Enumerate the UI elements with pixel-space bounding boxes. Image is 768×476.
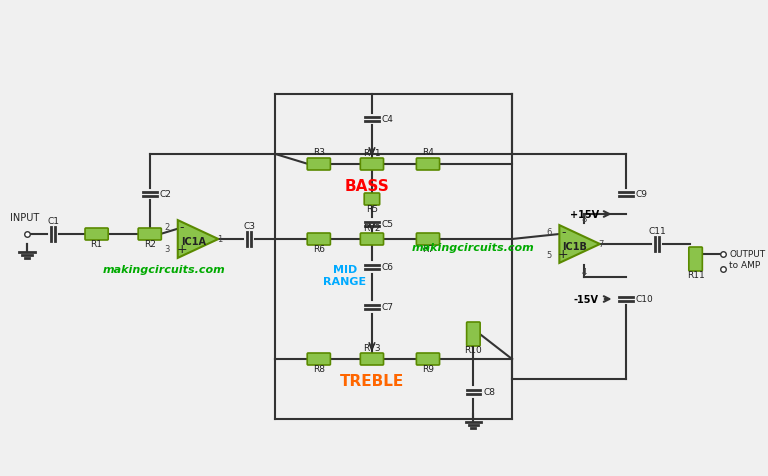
Text: R2: R2 (144, 239, 156, 248)
Text: R9: R9 (422, 364, 434, 373)
Text: +: + (558, 248, 568, 261)
Text: TREBLE: TREBLE (339, 374, 404, 389)
Text: R10: R10 (465, 345, 482, 354)
Text: 3: 3 (164, 245, 170, 254)
Text: makingcircuits.com: makingcircuits.com (412, 242, 535, 252)
Text: 7: 7 (598, 240, 604, 249)
Text: C3: C3 (243, 221, 255, 230)
FancyBboxPatch shape (416, 353, 439, 365)
FancyBboxPatch shape (416, 159, 439, 170)
Text: R8: R8 (313, 364, 325, 373)
FancyBboxPatch shape (364, 194, 379, 206)
Text: R6: R6 (313, 245, 325, 253)
Text: C6: C6 (382, 263, 394, 272)
Text: R5: R5 (366, 205, 378, 214)
Text: -: - (180, 221, 184, 234)
Text: BASS: BASS (345, 179, 389, 194)
Text: RV2: RV2 (363, 224, 381, 232)
Text: C8: C8 (483, 387, 495, 397)
Text: R4: R4 (422, 148, 434, 157)
Text: IC1A: IC1A (180, 237, 206, 247)
Text: C9: C9 (636, 190, 647, 199)
FancyBboxPatch shape (689, 248, 703, 271)
FancyBboxPatch shape (307, 234, 330, 246)
Text: C2: C2 (160, 190, 171, 199)
FancyBboxPatch shape (85, 228, 108, 240)
Polygon shape (177, 221, 218, 258)
Text: C7: C7 (382, 303, 394, 312)
Text: 1: 1 (217, 235, 222, 244)
Text: INPUT: INPUT (11, 213, 40, 223)
Text: R11: R11 (687, 270, 704, 279)
Text: RV3: RV3 (363, 343, 381, 352)
Text: 2: 2 (164, 223, 170, 232)
Text: C5: C5 (382, 220, 394, 229)
FancyBboxPatch shape (138, 228, 161, 240)
FancyBboxPatch shape (307, 353, 330, 365)
FancyBboxPatch shape (416, 234, 439, 246)
FancyBboxPatch shape (360, 234, 383, 246)
Polygon shape (559, 226, 600, 263)
Text: C1: C1 (47, 217, 59, 226)
Text: IC1B: IC1B (562, 241, 588, 251)
FancyBboxPatch shape (360, 353, 383, 365)
Text: C4: C4 (382, 115, 393, 124)
Text: 4: 4 (582, 268, 587, 277)
Text: R3: R3 (313, 148, 325, 157)
Text: MID
RANGE: MID RANGE (323, 265, 366, 286)
FancyBboxPatch shape (467, 322, 480, 346)
Text: C11: C11 (648, 227, 666, 236)
Text: 8: 8 (582, 215, 588, 224)
Text: +15V: +15V (570, 209, 599, 219)
FancyBboxPatch shape (307, 159, 330, 170)
Text: R1: R1 (91, 239, 103, 248)
Text: OUTPUT
to AMP: OUTPUT to AMP (730, 250, 766, 269)
Text: -: - (561, 226, 565, 239)
Text: C10: C10 (636, 295, 654, 304)
FancyBboxPatch shape (360, 159, 383, 170)
Text: makingcircuits.com: makingcircuits.com (103, 265, 226, 275)
Text: 6: 6 (546, 228, 551, 237)
Text: +: + (177, 243, 187, 256)
Text: -15V: -15V (574, 294, 599, 304)
Text: R7: R7 (422, 245, 434, 253)
Text: 5: 5 (546, 250, 551, 259)
Text: RV1: RV1 (363, 149, 381, 158)
